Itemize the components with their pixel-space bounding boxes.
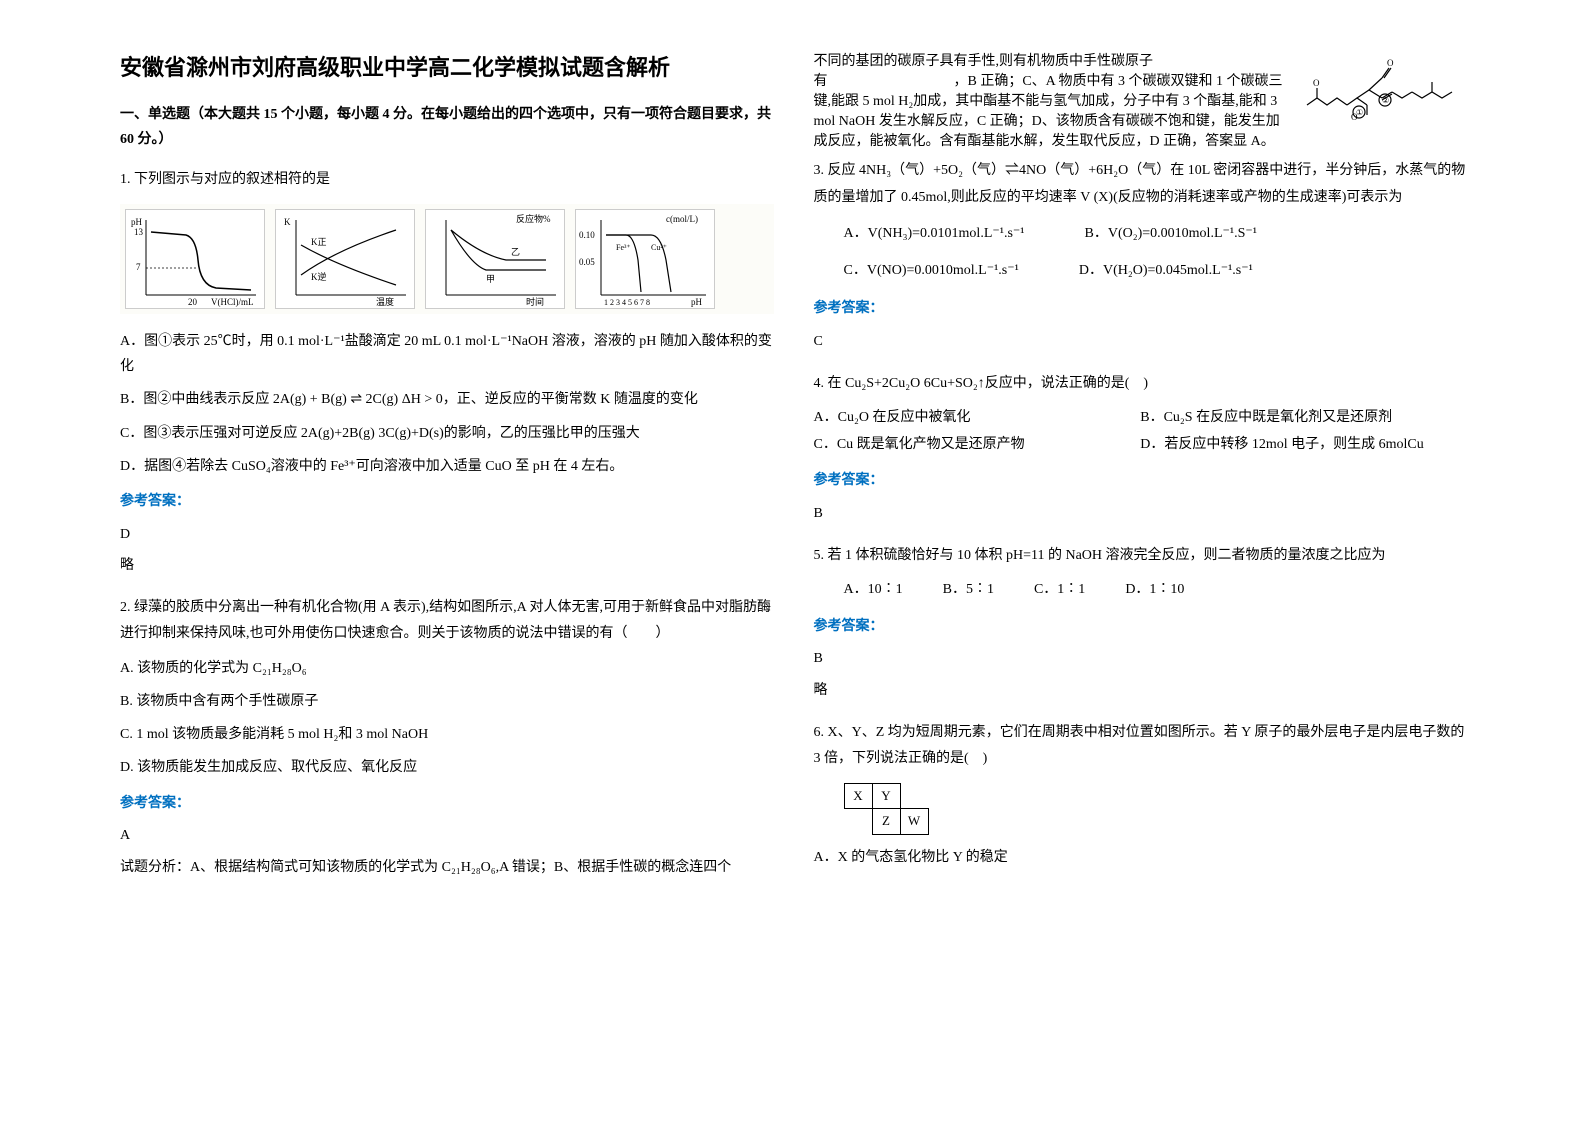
question-1: 1. 下列图示与对应的叙述相符的是 pH 13 7 20 V(HCl)/mL — [120, 167, 774, 579]
svg-text:pH: pH — [691, 297, 703, 307]
graph-4: c(mol/L) 0.10 0.05 Fe³⁺ Cu²⁺ 1 2 3 4 5 6… — [575, 209, 715, 309]
question-5: 5. 若 1 体积硫酸恰好与 10 体积 pH=11 的 NaOH 溶液完全反应… — [814, 543, 1468, 705]
q1-opt-a: A．图①表示 25℃时，用 0.1 mol·L⁻¹盐酸滴定 20 mL 0.1 … — [120, 329, 774, 379]
svg-text:13: 13 — [134, 227, 144, 237]
q3-stem: 3. 反应 4NH₃（气）+5O₂（气）⇌4NO（气）+6H₂O（气）在 10L… — [814, 158, 1468, 211]
exam-title: 安徽省滁州市刘府高级职业中学高二化学模拟试题含解析 — [120, 50, 774, 82]
svg-text:O: O — [1313, 78, 1320, 88]
q4-opt-c: C．Cu 既是氧化产物又是还原产物 — [814, 432, 1141, 459]
q5-opt-b: B．5∶1 — [943, 577, 994, 604]
cell-empty-2 — [844, 809, 872, 835]
q1-answer-label: 参考答案： — [120, 487, 774, 514]
cell-empty — [900, 783, 928, 809]
svg-text:温度: 温度 — [376, 296, 394, 307]
svg-text:时间: 时间 — [526, 296, 544, 307]
q1-answer: D — [120, 522, 774, 549]
question-2: 2. 绿藻的胶质中分离出一种有机化合物(用 A 表示),结构如图所示,A 对人体… — [120, 595, 774, 882]
q3-opt-c: C．V(NO)=0.0010mol.L⁻¹.s⁻¹ — [844, 258, 1019, 285]
q6-stem: 6. X、Y、Z 均为短周期元素，它们在周期表中相对位置如图所示。若 Y 原子的… — [814, 720, 1468, 773]
q1-graphs: pH 13 7 20 V(HCl)/mL K K正 K逆 — [120, 204, 774, 314]
q3-opt-b: B．V(O₂)=0.0010mol.L⁻¹.S⁻¹ — [1085, 221, 1257, 248]
q5-answer: B — [814, 646, 1468, 673]
q5-answer-label: 参考答案： — [814, 612, 1468, 639]
q2-opt-a: A. 该物质的化学式为 C₂₁H₂₈O₆ — [120, 656, 774, 681]
svg-text:Fe³⁺: Fe³⁺ — [616, 243, 631, 252]
q3-answer: C — [814, 329, 1468, 356]
cell-z: Z — [872, 809, 900, 835]
cell-w: W — [900, 809, 928, 835]
q2-opt-b: B. 该物质中含有两个手性碳原子 — [120, 689, 774, 714]
q1-opt-d: D．据图④若除去 CuSO₄溶液中的 Fe³⁺可向溶液中加入适量 CuO 至 p… — [120, 454, 774, 479]
svg-text:K: K — [284, 217, 291, 227]
q3-opt-d: D．V(H₂O)=0.045mol.L⁻¹.s⁻¹ — [1079, 258, 1253, 285]
question-3: 3. 反应 4NH₃（气）+5O₂（气）⇌4NO（气）+6H₂O（气）在 10L… — [814, 158, 1468, 356]
left-column: 安徽省滁州市刘府高级职业中学高二化学模拟试题含解析 一、单选题（本大题共 15 … — [100, 50, 794, 1072]
q4-opt-b: B．Cu₂S 在反应中既是氧化剂又是还原剂 — [1140, 405, 1467, 432]
q5-stem: 5. 若 1 体积硫酸恰好与 10 体积 pH=11 的 NaOH 溶液完全反应… — [814, 543, 1468, 570]
right-column: O O ① O ② 不同的基团的碳原子具有手性,则有机物质中手性碳原子 — [794, 50, 1488, 1072]
svg-text:c(mol/L): c(mol/L) — [666, 214, 698, 224]
cell-y: Y — [872, 783, 900, 809]
q2-opt-d: D. 该物质能发生加成反应、取代反应、氧化反应 — [120, 755, 774, 780]
section-1-header: 一、单选题（本大题共 15 个小题，每小题 4 分。在每小题给出的四个选项中，只… — [120, 102, 774, 152]
graph-2-svg: K K正 K逆 温度 — [276, 210, 416, 310]
q2-stem: 2. 绿藻的胶质中分离出一种有机化合物(用 A 表示),结构如图所示,A 对人体… — [120, 595, 774, 648]
graph-4-svg: c(mol/L) 0.10 0.05 Fe³⁺ Cu²⁺ 1 2 3 4 5 6… — [576, 210, 716, 310]
svg-text:K正: K正 — [311, 237, 327, 247]
periodic-table: X Y Z W — [814, 783, 1468, 835]
svg-text:V(HCl)/mL: V(HCl)/mL — [211, 297, 254, 307]
svg-text:1 2 3 4 5 6 7 8: 1 2 3 4 5 6 7 8 — [604, 298, 650, 307]
q4-answer-label: 参考答案： — [814, 466, 1468, 493]
svg-text:②: ② — [1382, 96, 1389, 105]
q3-answer-label: 参考答案： — [814, 294, 1468, 321]
svg-text:O: O — [1387, 58, 1394, 68]
q5-brief: 略 — [814, 678, 1468, 705]
q2-opt-c: C. 1 mol 该物质最多能消耗 5 mol H₂和 3 mol NaOH — [120, 722, 774, 747]
svg-text:Cu²⁺: Cu²⁺ — [651, 243, 667, 252]
svg-text:7: 7 — [136, 262, 141, 272]
svg-text:0.05: 0.05 — [579, 257, 595, 267]
svg-text:0.10: 0.10 — [579, 230, 595, 240]
q1-opt-b: B．图②中曲线表示反应 2A(g) + B(g) ⇌ 2C(g) ΔH > 0，… — [120, 387, 774, 412]
graph-2: K K正 K逆 温度 — [275, 209, 415, 309]
svg-text:①: ① — [1356, 108, 1363, 117]
svg-text:乙: 乙 — [511, 247, 520, 257]
graph-1-svg: pH 13 7 20 V(HCl)/mL — [126, 210, 266, 310]
svg-text:甲: 甲 — [486, 274, 495, 284]
q4-opt-a: A．Cu₂O 在反应中被氧化 — [814, 405, 1141, 432]
q1-brief: 略 — [120, 553, 774, 580]
q1-stem: 1. 下列图示与对应的叙述相符的是 — [120, 167, 774, 194]
q4-opt-d: D．若反应中转移 12mol 电子，则生成 6molCu — [1140, 432, 1467, 459]
svg-text:pH: pH — [131, 217, 143, 227]
svg-text:K逆: K逆 — [311, 271, 327, 282]
graph-1: pH 13 7 20 V(HCl)/mL — [125, 209, 265, 309]
graph-3: 反应物% 甲 乙 时间 — [425, 209, 565, 309]
molecule-structure-icon: O O ① O ② — [1287, 50, 1467, 150]
graph-3-svg: 反应物% 甲 乙 时间 — [426, 210, 566, 310]
q5-opt-c: C．1∶1 — [1034, 577, 1085, 604]
q4-stem: 4. 在 Cu₂S+2Cu₂O 6Cu+SO₂↑反应中，说法正确的是( ) — [814, 371, 1468, 398]
q2-answer-label: 参考答案： — [120, 789, 774, 816]
q5-opt-a: A．10∶1 — [844, 577, 903, 604]
q4-answer: B — [814, 501, 1468, 528]
q5-opt-d: D．1∶10 — [1125, 577, 1184, 604]
svg-text:20: 20 — [188, 297, 198, 307]
q2-analysis: 试题分析：A、根据结构简式可知该物质的化学式为 C₂₁H₂₈O₆,A 错误；B、… — [120, 855, 774, 882]
q1-opt-c: C．图③表示压强对可逆反应 2A(g)+2B(g) 3C(g)+D(s)的影响，… — [120, 421, 774, 446]
q2-answer: A — [120, 823, 774, 850]
q3-opt-a: A．V(NH₃)=0.0101mol.L⁻¹.s⁻¹ — [844, 221, 1025, 248]
q6-opt-a: A．X 的气态氢化物比 Y 的稳定 — [814, 845, 1468, 870]
svg-text:反应物%: 反应物% — [516, 213, 551, 224]
question-4: 4. 在 Cu₂S+2Cu₂O 6Cu+SO₂↑反应中，说法正确的是( ) A．… — [814, 371, 1468, 528]
cell-x: X — [844, 783, 872, 809]
question-6: 6. X、Y、Z 均为短周期元素，它们在周期表中相对位置如图所示。若 Y 原子的… — [814, 720, 1468, 871]
